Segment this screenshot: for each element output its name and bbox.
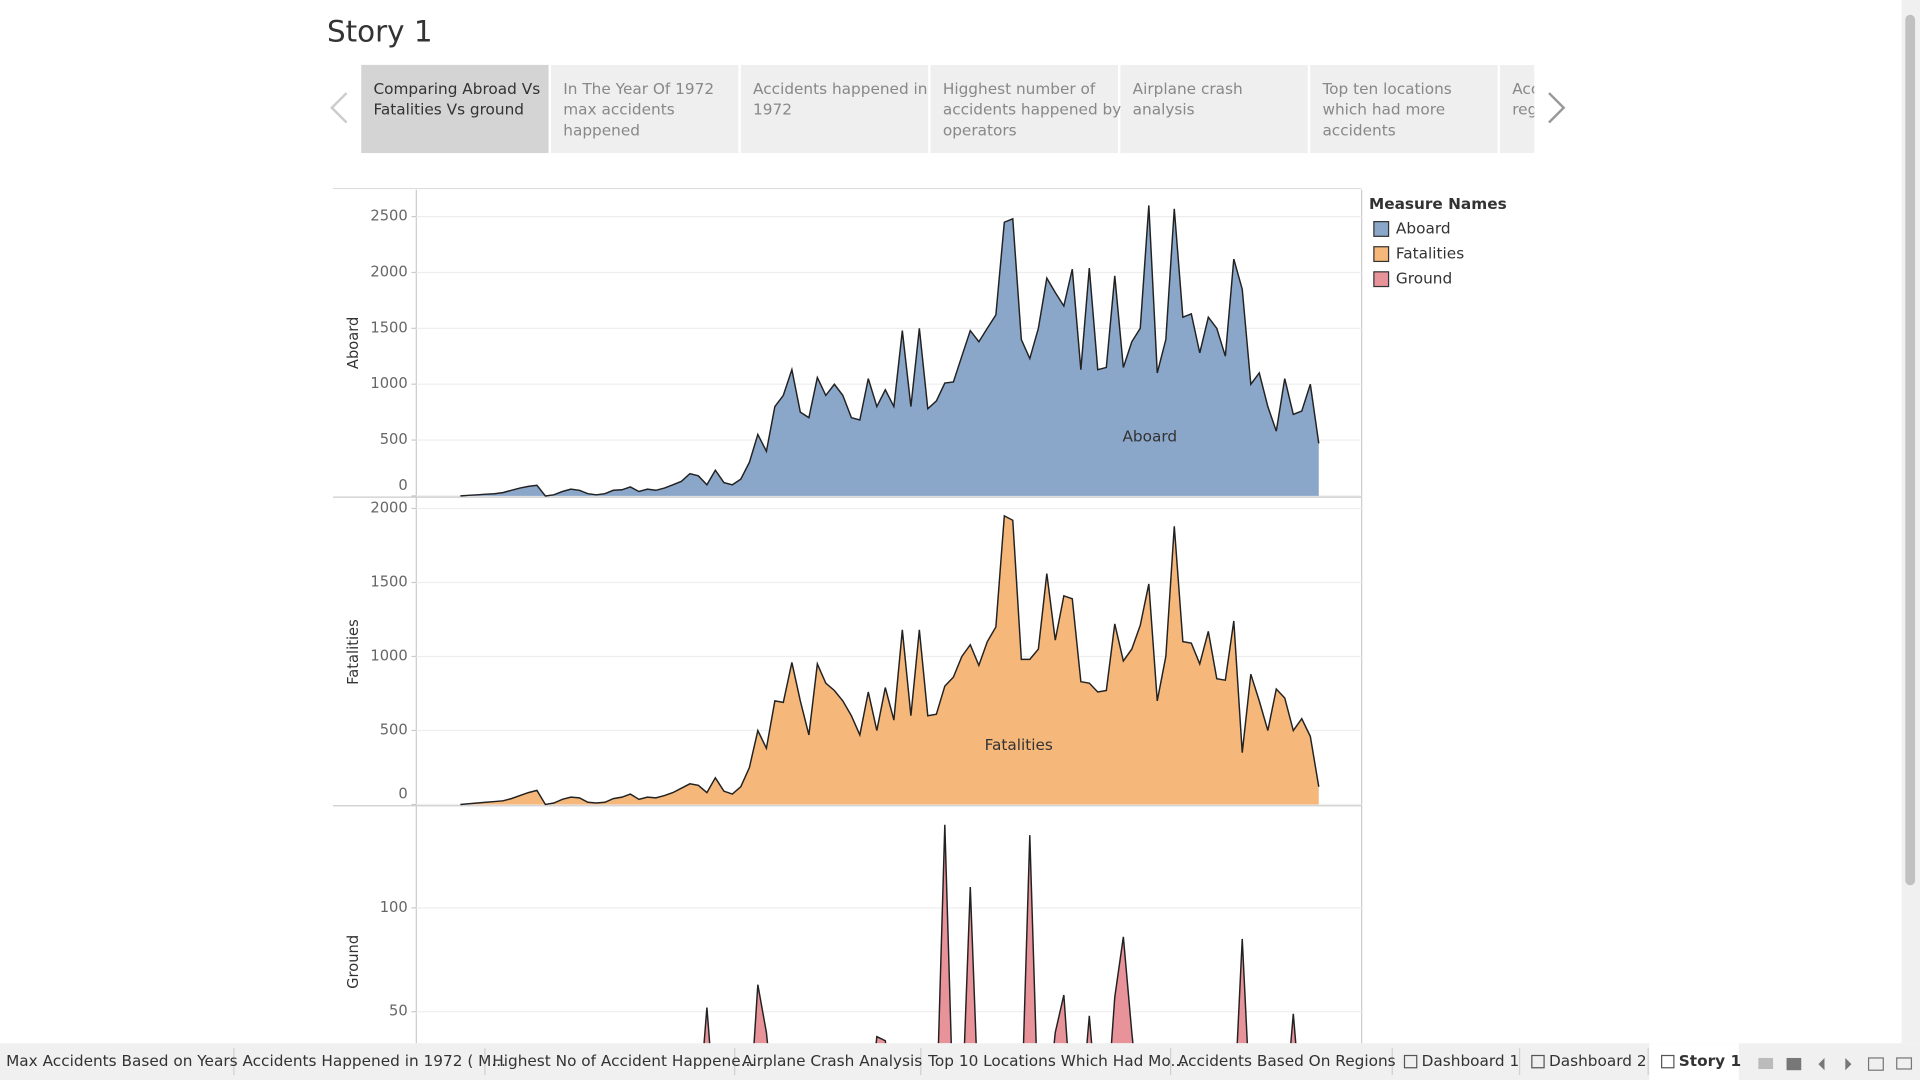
story-point-caption: happened (563, 122, 640, 140)
story-point-box (930, 64, 1118, 154)
tab-icon (1403, 1054, 1418, 1069)
y-tick-label: 2000 (370, 263, 407, 280)
legend-label[interactable]: Fatalities (1396, 245, 1464, 263)
story-point-caption: which had more (1322, 101, 1445, 119)
story-point-caption: max accidents (563, 101, 674, 119)
y-tick-label: 500 (380, 721, 408, 738)
sheet-tab[interactable]: Accidents Happened in 1972 ( M... (242, 1052, 506, 1070)
story-point-box (1310, 64, 1498, 154)
story-point-caption: In The Year Of 1972 (563, 80, 714, 98)
story-point[interactable]: Comparing Abroad Vs Fatalities Vs ground (361, 64, 549, 154)
y-tick-label: 2000 (370, 499, 407, 516)
tab-icon (1661, 1054, 1675, 1069)
story-point-caption: Higghest number of (943, 80, 1096, 98)
scroll-thumb[interactable] (1905, 14, 1916, 886)
y-tick-label: 500 (380, 431, 408, 448)
area-outline (460, 205, 1320, 497)
y-tick-label: 1000 (370, 647, 407, 664)
sheet-tab[interactable]: Dashboard 1 (1422, 1052, 1520, 1070)
story-point-caption: operators (943, 122, 1017, 140)
icon[interactable] (1818, 1057, 1825, 1071)
area-outline (703, 824, 1297, 1044)
sheet-tab[interactable]: Dashboard 2 (1549, 1052, 1647, 1070)
prev-arrow[interactable] (330, 92, 348, 124)
y-axis-label: Ground (345, 935, 362, 989)
story-point[interactable]: Airplane crash analysis (1120, 64, 1308, 154)
area-label: Aboard (1122, 428, 1177, 446)
story-point-caption: Accidents happened in (753, 80, 927, 98)
story-point[interactable]: Accidents happened in 1972 (740, 64, 929, 154)
story-point-box (1120, 64, 1308, 154)
y-axis-label: Aboard (345, 317, 362, 369)
story-title: Story 1 (327, 15, 433, 49)
y-tick-label: 100 (380, 899, 408, 916)
story-point-caption: accidents happened by (943, 101, 1121, 119)
area-label: Fatalities (985, 736, 1053, 754)
y-tick-label: 1500 (370, 319, 407, 336)
sheet-tab[interactable]: Story 1 (1679, 1052, 1741, 1070)
icon[interactable] (1758, 1057, 1774, 1069)
story-point-box (1500, 64, 1535, 154)
sheet-tab[interactable]: Max Accidents Based on Years (6, 1052, 238, 1070)
icon[interactable] (1896, 1057, 1913, 1070)
legend-label[interactable]: Ground (1396, 270, 1452, 288)
icon[interactable] (1867, 1057, 1884, 1071)
story-point-box (361, 64, 549, 154)
story-point[interactable]: Acc reg (1500, 64, 1687, 154)
story-point-caption: Fatalities Vs ground (373, 101, 524, 119)
icon[interactable] (1845, 1057, 1852, 1071)
tab-icon (1531, 1054, 1545, 1069)
area-outline (460, 514, 1320, 806)
story-point-box (740, 64, 929, 154)
next-arrow[interactable] (1548, 92, 1566, 124)
area (460, 515, 1319, 805)
legend-title: Measure Names (1369, 195, 1507, 213)
y-tick-label: 2500 (370, 208, 407, 225)
active-tab (1649, 1043, 1739, 1080)
story-point-caption: Acc (1512, 80, 1539, 98)
sheet-tab[interactable]: Top 10 Locations Which Had Mo... (927, 1052, 1185, 1070)
story-point[interactable]: In The Year Of 1972 max accidents happened (551, 64, 739, 154)
story-point[interactable]: Higghest number of accidents happened by o… (930, 64, 1122, 154)
icon[interactable] (1786, 1057, 1802, 1071)
y-tick-label: 1000 (370, 375, 407, 392)
sheet-tab[interactable]: Highest No of Accident Happene... (492, 1052, 755, 1070)
y-axis-label: Fatalities (345, 619, 362, 685)
story-point-caption: reg (1512, 101, 1537, 119)
toolbar-icons (1758, 1057, 1913, 1071)
story-point-caption: Top ten locations (1321, 80, 1451, 98)
story-point-caption: Airplane crash (1133, 80, 1243, 98)
y-tick-label: 0 (398, 477, 407, 494)
y-tick-label: 1500 (370, 573, 407, 590)
y-tick-label: 50 (389, 1003, 408, 1020)
sheet-tab[interactable]: Airplane Crash Analysis (742, 1052, 922, 1070)
story-point-caption: 1972 (753, 101, 792, 119)
sheet-tab[interactable]: Accidents Based On Regions (1178, 1052, 1396, 1070)
area (460, 205, 1319, 496)
story-point-caption: analysis (1133, 101, 1195, 119)
story-point-caption: Comparing Abroad Vs (373, 80, 540, 98)
story-point-caption: accidents (1322, 122, 1395, 140)
area (704, 824, 1296, 1044)
legend-swatch[interactable] (1373, 246, 1390, 263)
story-point[interactable]: Top ten locations which had more accidents (1310, 64, 1498, 154)
story-point-box (551, 64, 739, 154)
legend-swatch[interactable] (1373, 271, 1390, 288)
y-tick-label: 0 (398, 786, 407, 803)
legend-swatch[interactable] (1373, 221, 1390, 237)
legend-label[interactable]: Aboard (1396, 219, 1451, 237)
tab-bar (0, 1043, 1920, 1080)
